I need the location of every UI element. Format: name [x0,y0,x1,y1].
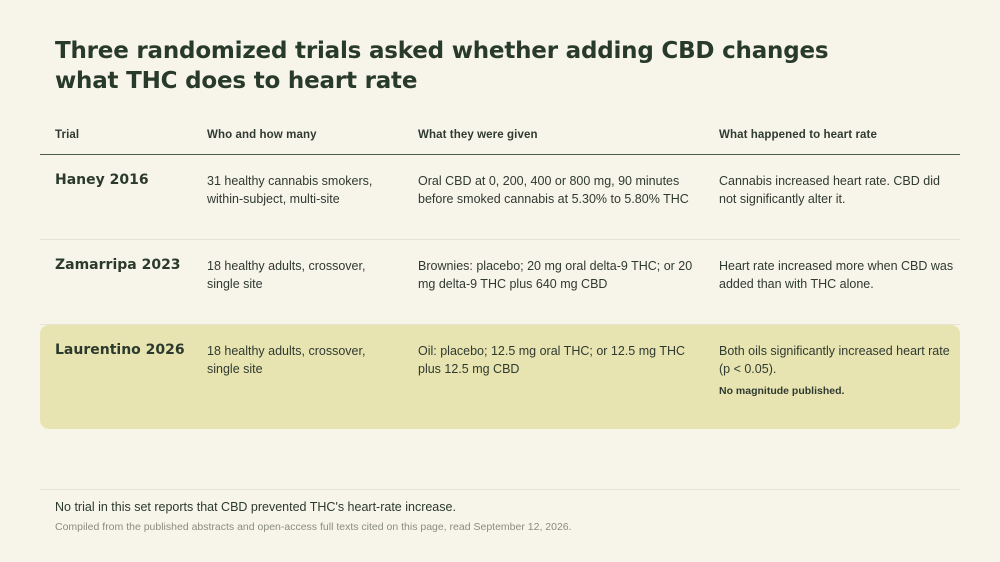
column-header-trial: Trial [55,129,80,141]
trial-participants: 18 healthy adults, crossover, single sit… [207,259,366,291]
footer-source-note: Compiled from the published abstracts an… [55,521,572,533]
trial-heart-rate-result: Cannabis increased heart rate. CBD did n… [719,174,940,206]
trial-intervention: Brownies: placebo; 20 mg oral delta-9 TH… [418,259,693,291]
trials-table: Trial Who and how many What they were gi… [40,123,960,429]
trial-note: No magnitude published. [719,385,845,397]
trial-heart-rate-result: Both oils significantly increased heart … [719,344,950,376]
trial-heart-rate-cell: Both oils significantly increased heart … [719,342,959,398]
trial-participants: 31 healthy cannabis smokers, within-subj… [207,174,373,206]
column-header-intervention: What they were given [418,129,538,141]
table-row: Haney 2016 31 healthy cannabis smokers, … [40,155,960,240]
trial-intervention: Oral CBD at 0, 200, 400 or 800 mg, 90 mi… [418,174,689,206]
trial-name: Laurentino 2026 [55,342,185,358]
footer-summary: No trial in this set reports that CBD pr… [55,500,456,514]
trial-name: Haney 2016 [55,172,149,188]
table-header: Trial Who and how many What they were gi… [40,123,960,155]
table-row-highlighted: Laurentino 2026 18 healthy adults, cross… [40,325,960,429]
column-header-heart-rate: What happened to heart rate [719,129,877,141]
trial-heart-rate-result: Heart rate increased more when CBD was a… [719,259,954,291]
trial-intervention: Oil: placebo; 12.5 mg oral THC; or 12.5 … [418,344,686,376]
trial-name: Zamarripa 2023 [55,257,181,273]
table-row: Zamarripa 2023 18 healthy adults, crosso… [40,240,960,325]
column-header-participants: Who and how many [207,129,317,141]
page-title: Three randomized trials asked whether ad… [55,38,829,94]
trial-participants: 18 healthy adults, crossover, single sit… [207,344,366,376]
footer-divider [40,489,960,490]
